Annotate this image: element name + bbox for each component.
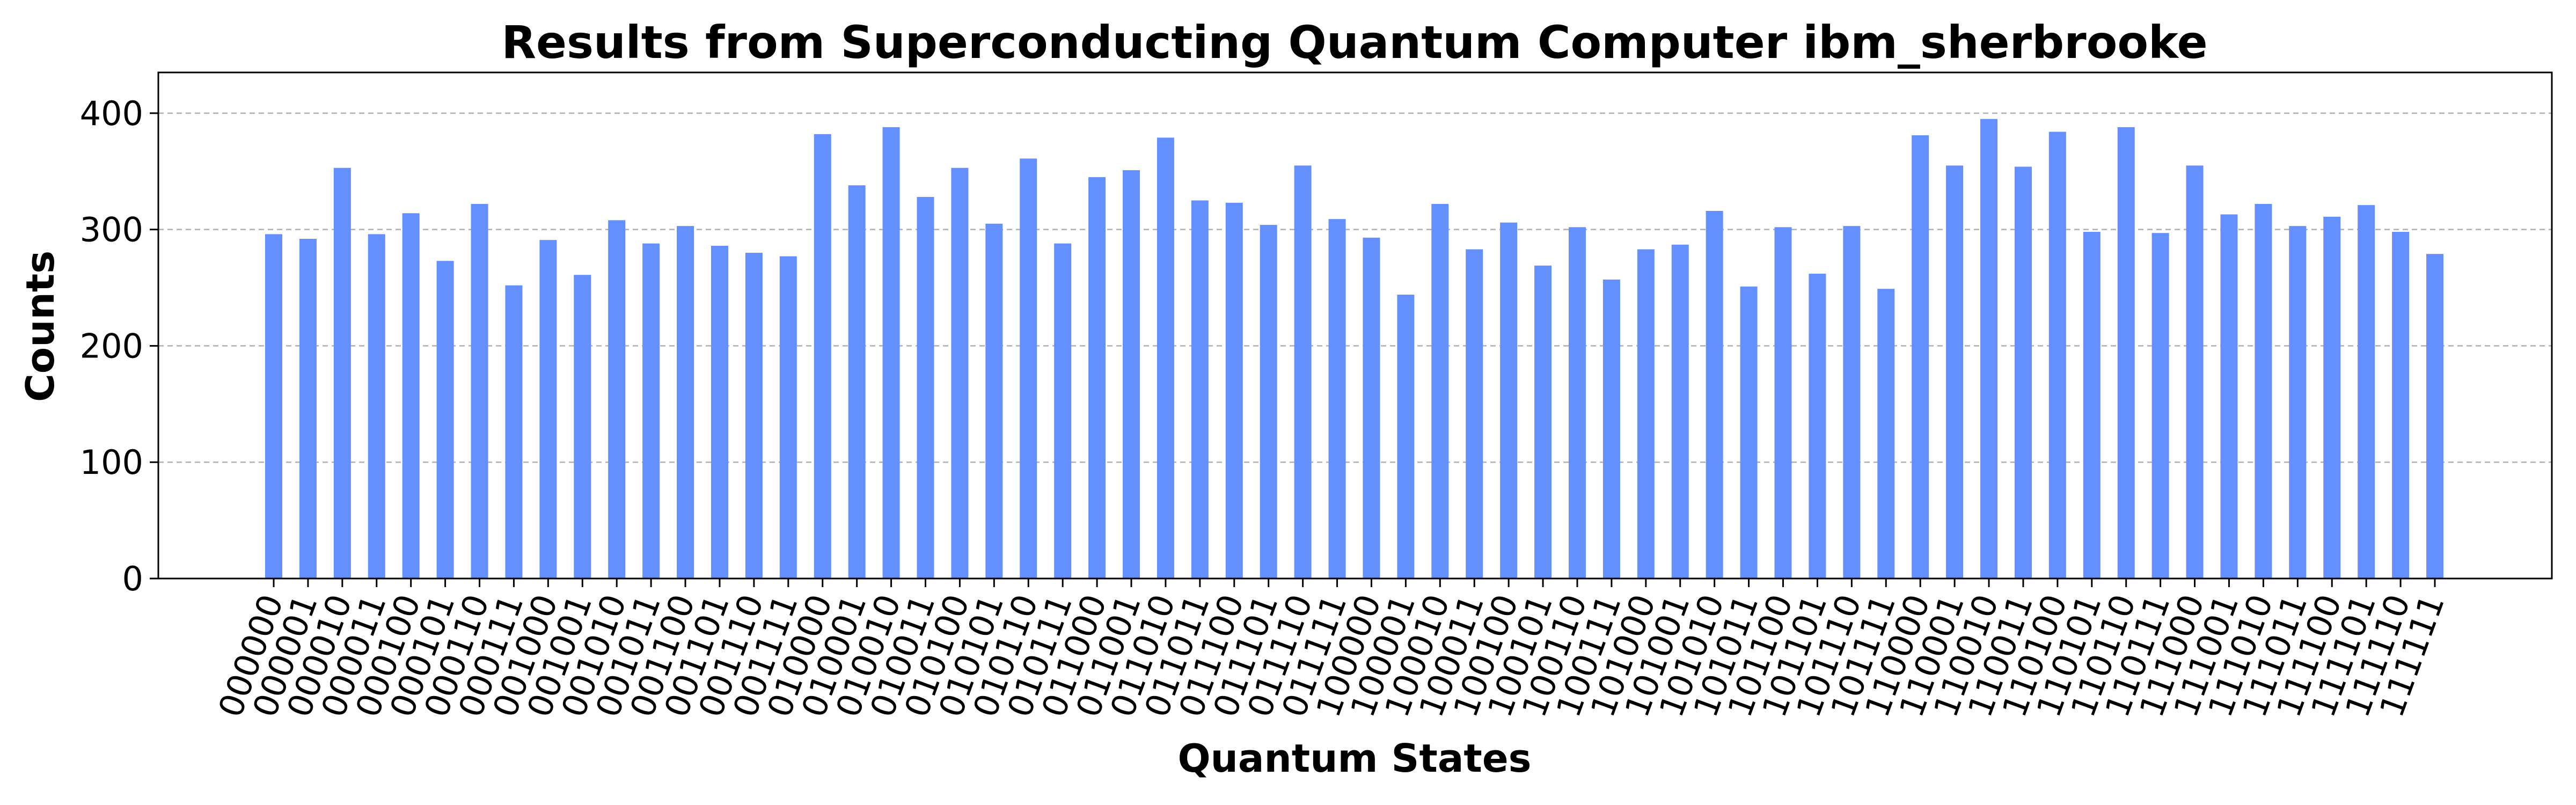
chart-title: Results from Superconducting Quantum Com… xyxy=(501,16,2207,69)
bar xyxy=(1054,243,1072,579)
bar xyxy=(1397,295,1415,579)
bar xyxy=(539,240,557,579)
bar xyxy=(1191,200,1209,579)
bar xyxy=(985,223,1003,579)
bar xyxy=(1877,289,1895,579)
bar xyxy=(299,238,317,579)
bar xyxy=(711,246,728,579)
bar xyxy=(1740,286,1758,579)
bar xyxy=(2426,254,2443,579)
bar xyxy=(2151,233,2169,579)
y-axis-label: Counts xyxy=(18,251,63,402)
bar xyxy=(2220,214,2238,579)
bar xyxy=(2392,231,2410,579)
bar xyxy=(745,253,763,579)
bar xyxy=(505,285,523,579)
y-tick-label: 0 xyxy=(122,559,143,598)
bar xyxy=(2083,231,2101,579)
bar xyxy=(882,127,900,579)
y-axis-ticks: 0 100 200 300 400 xyxy=(80,94,158,598)
bar xyxy=(608,220,626,579)
bars xyxy=(265,119,2443,579)
bar xyxy=(1980,119,1998,579)
bar xyxy=(1020,158,1037,579)
bar xyxy=(1637,249,1655,579)
bar xyxy=(2358,205,2375,579)
bar xyxy=(2048,131,2066,579)
bar xyxy=(333,167,351,579)
y-tick-label: 100 xyxy=(80,443,143,482)
grid-lines xyxy=(158,112,2552,463)
bar xyxy=(1363,237,1380,579)
bar xyxy=(1157,137,1174,579)
bar xyxy=(779,256,797,579)
bar xyxy=(2186,165,2204,579)
bar xyxy=(1568,227,1586,579)
bar xyxy=(2117,127,2135,579)
bar xyxy=(1912,135,1929,579)
bar xyxy=(642,243,660,579)
bar xyxy=(1602,279,1620,579)
bar xyxy=(1328,219,1346,579)
bar xyxy=(2323,216,2341,579)
bar xyxy=(951,167,969,579)
bar xyxy=(2289,226,2307,579)
bar xyxy=(1843,226,1861,579)
bar xyxy=(1534,265,1552,579)
bar xyxy=(848,185,866,579)
bar xyxy=(1466,249,1483,579)
bar xyxy=(436,261,454,579)
y-tick-label: 300 xyxy=(80,210,143,250)
bar xyxy=(471,203,488,579)
bar xyxy=(1671,244,1689,579)
y-tick-label: 400 xyxy=(80,94,143,133)
bar xyxy=(917,196,934,579)
bar xyxy=(1946,165,1964,579)
bar xyxy=(402,213,420,579)
bar xyxy=(574,275,591,579)
bar xyxy=(1774,227,1792,579)
bar xyxy=(1500,222,1518,579)
bar xyxy=(2255,203,2272,579)
y-tick-label: 200 xyxy=(80,326,143,365)
x-axis-ticks: 0000000000010000100000110001000001010001… xyxy=(211,579,2452,722)
bar xyxy=(265,234,282,579)
bar xyxy=(1260,224,1277,579)
bar xyxy=(368,234,385,579)
x-axis-label: Quantum States xyxy=(1177,736,1531,781)
bar xyxy=(1225,202,1243,579)
bar xyxy=(1809,274,1826,579)
bar xyxy=(1294,165,1312,579)
bar xyxy=(1431,203,1449,579)
bar xyxy=(1706,210,1723,579)
bar xyxy=(814,134,831,579)
bar xyxy=(1088,177,1106,579)
plot-frame xyxy=(157,71,2553,580)
bar xyxy=(677,226,694,579)
bar xyxy=(1123,170,1140,579)
bar xyxy=(2014,166,2032,579)
